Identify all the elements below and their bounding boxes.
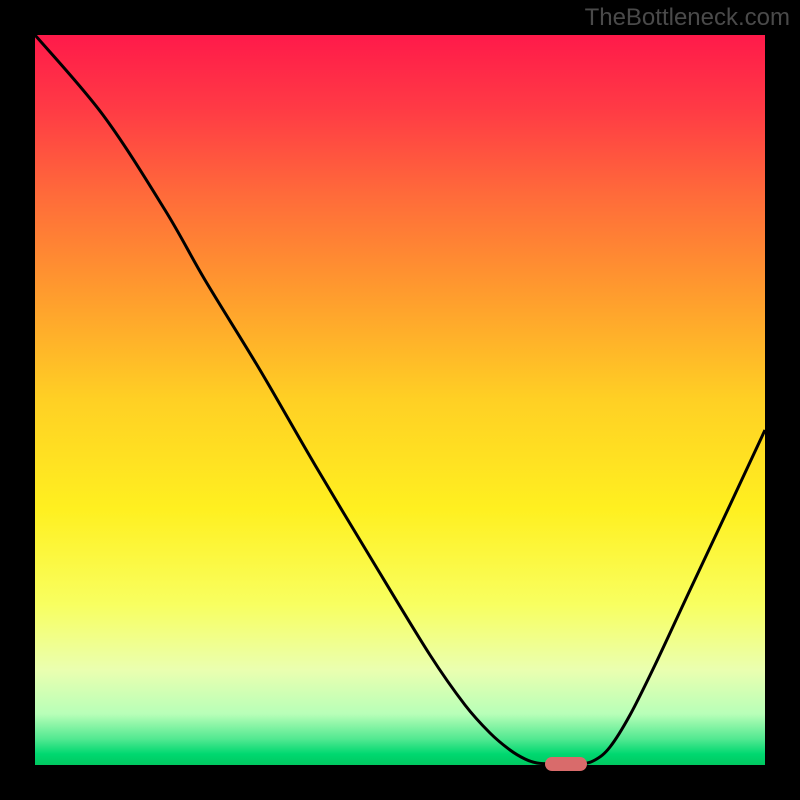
plot-area — [35, 35, 765, 765]
watermark-text: TheBottleneck.com — [585, 4, 790, 32]
optimal-marker — [545, 757, 587, 771]
bottleneck-curve — [35, 35, 765, 765]
